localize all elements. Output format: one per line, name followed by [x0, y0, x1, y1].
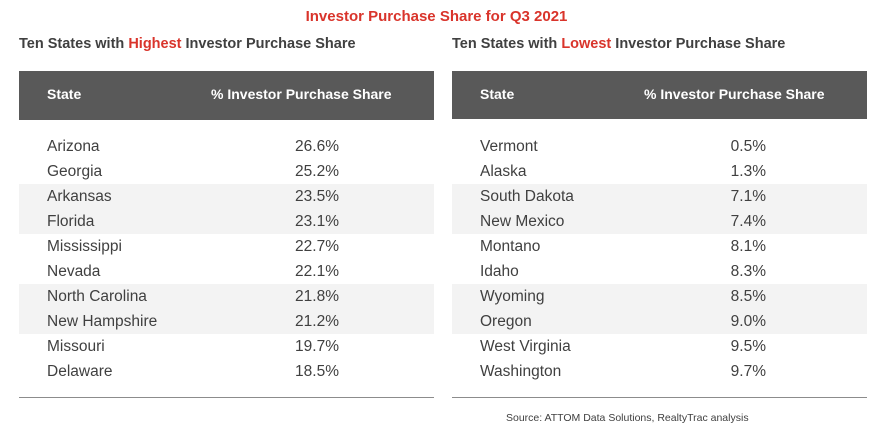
lowest-heading-prefix: Ten States with [452, 36, 562, 52]
lowest-table-heading: Ten States with Lowest Investor Purchase… [452, 36, 785, 52]
share-cell: 23.5% [295, 188, 339, 205]
state-cell: Nevada [47, 263, 101, 280]
share-cell: 21.2% [295, 313, 339, 330]
lowest-col-state: State [480, 86, 515, 102]
table-row: Florida 23.1% [19, 209, 434, 234]
state-cell: Idaho [480, 263, 519, 280]
state-cell: New Mexico [480, 213, 565, 230]
highest-heading-prefix: Ten States with [19, 36, 129, 52]
table-row: Delaware 18.5% [19, 359, 434, 384]
state-cell: Washington [480, 363, 562, 380]
state-cell: Wyoming [480, 288, 545, 305]
share-cell: 0.5% [730, 138, 766, 155]
row-band [19, 284, 434, 334]
row-band [452, 184, 867, 234]
share-cell: 9.0% [730, 313, 766, 330]
share-cell: 19.7% [295, 338, 339, 355]
state-cell: Georgia [47, 163, 103, 180]
table-row: West Virginia 9.5% [452, 334, 867, 359]
share-cell: 1.3% [730, 163, 766, 180]
table-row: Arkansas 23.5% [19, 184, 434, 209]
state-cell: Arizona [47, 138, 100, 155]
row-band [452, 284, 867, 334]
table-row: New Mexico 7.4% [452, 209, 867, 234]
share-cell: 7.1% [730, 188, 766, 205]
table-row: Oregon 9.0% [452, 309, 867, 334]
state-cell: Arkansas [47, 188, 112, 205]
table-row: Washington 9.7% [452, 359, 867, 384]
table-row: Arizona 26.6% [19, 134, 434, 159]
share-cell: 22.7% [295, 238, 339, 255]
state-cell: North Carolina [47, 288, 147, 305]
share-cell: 26.6% [295, 138, 339, 155]
lowest-table-divider [452, 397, 867, 398]
state-cell: Delaware [47, 363, 113, 380]
table-row: Nevada 22.1% [19, 259, 434, 284]
lowest-heading-suffix: Investor Purchase Share [611, 36, 786, 52]
table-row: New Hampshire 21.2% [19, 309, 434, 334]
table-row: Mississippi 22.7% [19, 234, 434, 259]
state-cell: West Virginia [480, 338, 571, 355]
state-cell: Mississippi [47, 238, 122, 255]
highest-heading-highlight: Highest [128, 36, 182, 52]
state-cell: Missouri [47, 338, 105, 355]
table-row: Idaho 8.3% [452, 259, 867, 284]
share-cell: 9.7% [730, 363, 766, 380]
share-cell: 8.3% [730, 263, 766, 280]
table-row: Wyoming 8.5% [452, 284, 867, 309]
table-row: North Carolina 21.8% [19, 284, 434, 309]
lowest-heading-highlight: Lowest [561, 36, 612, 52]
source-note: Source: ATTOM Data Solutions, RealtyTrac… [506, 412, 749, 424]
table-row: Vermont 0.5% [452, 134, 867, 159]
state-cell: Montano [480, 238, 541, 255]
state-cell: Vermont [480, 138, 538, 155]
highest-table-header: State % Investor Purchase Share [19, 71, 434, 120]
share-cell: 7.4% [730, 213, 766, 230]
highest-table-heading: Ten States with Highest Investor Purchas… [19, 36, 356, 52]
highest-col-state: State [47, 86, 82, 102]
share-cell: 8.1% [730, 238, 766, 255]
share-cell: 25.2% [295, 163, 339, 180]
share-cell: 22.1% [295, 263, 339, 280]
table-row: Missouri 19.7% [19, 334, 434, 359]
state-cell: South Dakota [480, 188, 574, 205]
highest-table-divider [19, 397, 434, 398]
page-title: Investor Purchase Share for Q3 2021 [305, 8, 568, 25]
highest-heading-suffix: Investor Purchase Share [181, 36, 356, 52]
lowest-col-share: % Investor Purchase Share [644, 86, 825, 102]
highest-col-share: % Investor Purchase Share [211, 86, 392, 102]
state-cell: New Hampshire [47, 313, 158, 330]
share-cell: 8.5% [730, 288, 766, 305]
row-band [19, 184, 434, 234]
table-row: South Dakota 7.1% [452, 184, 867, 209]
share-cell: 23.1% [295, 213, 339, 230]
lowest-table-header: State % Investor Purchase Share [452, 71, 867, 119]
share-cell: 21.8% [295, 288, 339, 305]
table-row: Georgia 25.2% [19, 159, 434, 184]
table-row: Alaska 1.3% [452, 159, 867, 184]
state-cell: Florida [47, 213, 95, 230]
state-cell: Alaska [480, 163, 527, 180]
state-cell: Oregon [480, 313, 532, 330]
share-cell: 9.5% [730, 338, 766, 355]
table-row: Montano 8.1% [452, 234, 867, 259]
share-cell: 18.5% [295, 363, 339, 380]
